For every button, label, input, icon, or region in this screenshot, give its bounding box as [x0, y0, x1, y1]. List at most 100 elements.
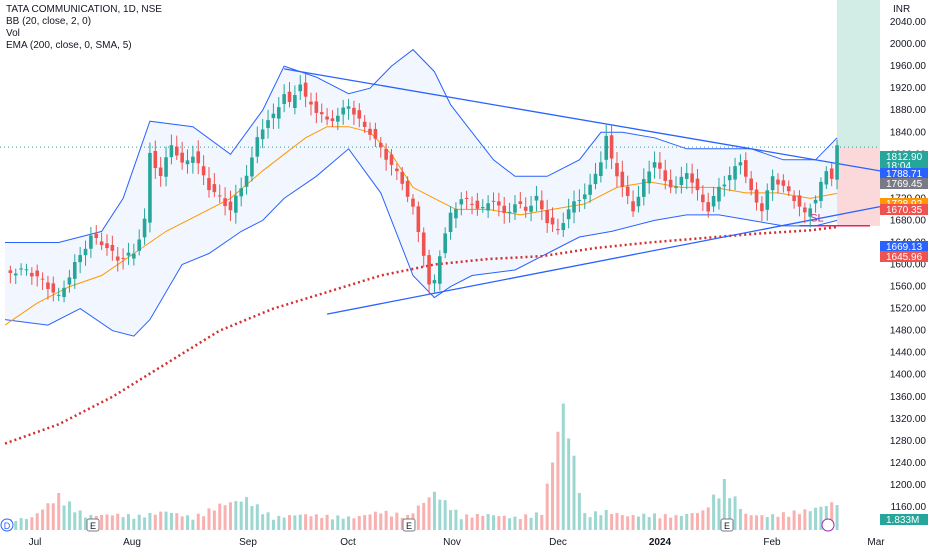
volume-bar [336, 515, 340, 530]
volume-bar [631, 515, 635, 530]
candle-body [507, 211, 512, 214]
volume-bar [610, 514, 614, 530]
volume-bars [3, 403, 839, 530]
volume-bar [502, 515, 506, 530]
bollinger-lower [4, 148, 838, 337]
event-marker-label: E [90, 521, 96, 531]
trendlines[interactable] [284, 68, 881, 315]
candle-body [545, 209, 549, 224]
candle-body [427, 255, 431, 285]
volume-bar [454, 509, 458, 530]
volume-bar [824, 506, 828, 530]
x-tick-label: Mar [867, 537, 885, 548]
volume-bar [529, 517, 533, 530]
volume-bar [282, 517, 286, 530]
volume-bar [368, 514, 372, 530]
legend-vol[interactable]: Vol [6, 28, 20, 39]
ema-200 [4, 225, 838, 445]
candle-body [110, 244, 115, 251]
volume-bar [277, 515, 281, 530]
candle-body [561, 223, 566, 231]
price-tag: 1645.96 [880, 251, 928, 263]
legend-title[interactable]: TATA COMMUNICATION, 1D, NSE [6, 4, 162, 15]
candle-body [776, 179, 780, 185]
x-tick-label: Feb [763, 537, 781, 548]
candle-body [132, 253, 136, 259]
candle-body [13, 273, 18, 276]
x-tick-label: Aug [123, 537, 141, 548]
x-tick-label: Jul [29, 537, 42, 548]
price-tag-value: 1645.96 [886, 252, 923, 263]
candle-body [642, 179, 646, 197]
candle-body [234, 195, 238, 213]
candle-body [250, 157, 254, 177]
y-tick-label: 1840.00 [890, 127, 927, 138]
volume-bar [486, 513, 490, 530]
candle-body [421, 232, 426, 256]
candles [8, 73, 839, 303]
volume-bar [722, 479, 726, 530]
volume-bar [400, 517, 404, 530]
volume-bar [540, 514, 544, 530]
volume-bar [749, 515, 753, 530]
candle-body [341, 107, 345, 115]
volume-bar [599, 515, 603, 530]
x-tick-label: 2024 [649, 537, 672, 548]
candle-body [276, 107, 281, 119]
volume-bar [320, 517, 324, 530]
volume-bar [137, 514, 141, 530]
volume-bar [293, 515, 297, 530]
volume-bar [41, 509, 45, 530]
volume-bar [524, 514, 528, 530]
candle-body [346, 106, 351, 109]
price-tag-bg [880, 198, 928, 209]
event-marker-label: E [406, 521, 412, 531]
candle-body [470, 203, 474, 205]
volume-bar [132, 518, 136, 530]
legend-bb[interactable]: BB (20, close, 2, 0) [6, 16, 92, 27]
candle-body [443, 233, 447, 254]
candle-body [819, 181, 823, 201]
volume-bar [379, 513, 383, 530]
volume-bar [577, 492, 581, 530]
volume-bar [647, 517, 651, 530]
candle-body [153, 150, 158, 169]
candle-body [674, 186, 678, 188]
candle-body [373, 128, 378, 139]
candle-body [40, 278, 45, 280]
volume-bar [760, 515, 764, 530]
price-tag-bg [880, 151, 928, 162]
candle-body [30, 272, 34, 277]
volume-bar [116, 513, 120, 530]
time-axis[interactable]: Jul Aug Sep Oct Nov Dec 2024 Feb Mar [29, 537, 886, 548]
candle-body [625, 186, 630, 196]
price-tag: 18:04 [880, 160, 928, 172]
candle-body [722, 184, 727, 187]
candle-body [749, 178, 753, 191]
volume-bar [218, 503, 222, 530]
price-tag-bg [880, 241, 928, 252]
legend-ema[interactable]: EMA (200, close, 0, SMA, 5) [6, 40, 132, 51]
volume-bar [384, 510, 388, 530]
candle-body [115, 256, 120, 261]
trendline-ascending [326, 206, 881, 315]
candle-body [287, 91, 292, 102]
candle-body [588, 184, 592, 195]
volume-bar [35, 513, 39, 530]
volume-bar [186, 515, 190, 530]
volume-bar [288, 515, 292, 530]
candle-body [72, 262, 77, 279]
candle-body [497, 201, 501, 206]
candle-body [94, 233, 99, 238]
candle-body [701, 194, 705, 203]
volume-bar [620, 515, 624, 530]
candle-body [652, 162, 657, 168]
volume-bar [556, 431, 560, 530]
volume-bar [234, 501, 238, 530]
candle-body [67, 277, 72, 285]
volume-bar [164, 511, 168, 530]
volume-bar [373, 511, 377, 530]
volume-bar [325, 514, 329, 530]
